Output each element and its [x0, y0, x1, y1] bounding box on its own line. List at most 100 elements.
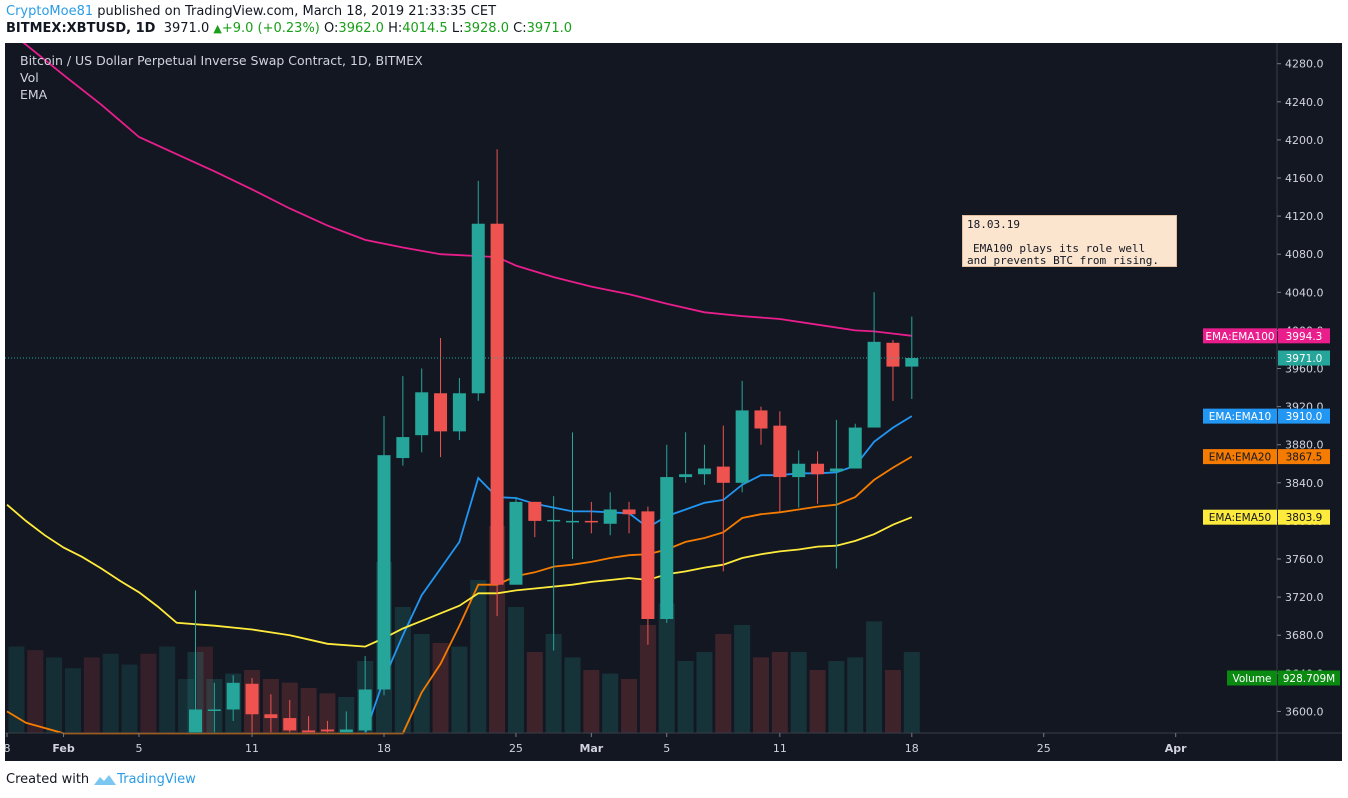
candle-body[interactable]	[754, 410, 768, 429]
ohlc-line: BITMEX:XBTUSD, 1D 3971.0 ▲+9.0 (+0.23%) …	[6, 21, 572, 36]
chart-panel[interactable]: 3600.03640.03680.03720.03760.03800.03840…	[5, 43, 1342, 761]
badge-value-ema10-bg[interactable]	[1278, 408, 1330, 424]
candle-body[interactable]	[792, 463, 806, 478]
close-value: 3971.0	[526, 21, 573, 36]
candle-body[interactable]	[396, 437, 410, 459]
candle-body[interactable]	[302, 730, 316, 733]
volume-bar	[451, 646, 468, 733]
candle-body[interactable]	[207, 709, 221, 711]
tradingview-logo[interactable]: TradingView	[93, 772, 196, 787]
y-tick-label: 4120.0	[1285, 210, 1324, 223]
candle-body[interactable]	[471, 223, 485, 394]
volume-bar	[715, 634, 732, 733]
candle-body[interactable]	[622, 509, 636, 515]
legend-vol[interactable]: Vol	[20, 70, 39, 85]
candle-body[interactable]	[434, 393, 448, 432]
volume-bar	[696, 652, 713, 733]
candle-body[interactable]	[339, 729, 353, 733]
badge-label-ema10-bg[interactable]	[1203, 408, 1277, 424]
x-tick-label: Apr	[1165, 742, 1187, 755]
volume-bar	[27, 650, 44, 733]
candle-body[interactable]	[905, 358, 919, 367]
candle-body[interactable]	[283, 718, 297, 731]
candle-body[interactable]	[377, 455, 391, 690]
legend-ema[interactable]: EMA	[20, 87, 48, 102]
volume-bar	[319, 693, 336, 733]
badge-label-ema20-bg[interactable]	[1203, 449, 1277, 465]
candle-body[interactable]	[189, 709, 202, 733]
author-link[interactable]: CryptoMoe81	[6, 4, 94, 19]
volume-bar	[790, 652, 807, 733]
x-tick-label: Feb	[52, 742, 75, 755]
badge-label-ema20: EMA:EMA20	[1209, 452, 1271, 464]
high-label: H:	[388, 21, 403, 36]
candle-body[interactable]	[415, 392, 429, 436]
volume-bar	[413, 634, 430, 733]
x-tick-label: 25	[509, 742, 523, 755]
badge-volume-label-bg[interactable]	[1227, 670, 1277, 686]
badge-label-ema100-bg[interactable]	[1203, 328, 1277, 344]
ema-line-ema20	[6, 455, 913, 735]
candle-body[interactable]	[547, 519, 561, 522]
candle-body[interactable]	[603, 509, 617, 524]
volume-bar	[884, 670, 901, 733]
candle-body[interactable]	[697, 468, 711, 475]
candle-body[interactable]	[528, 501, 542, 521]
y-tick-label: 4280.0	[1285, 58, 1324, 71]
candle-body[interactable]	[358, 689, 372, 731]
candle-body[interactable]	[509, 501, 523, 585]
candle-body[interactable]	[829, 468, 843, 472]
badge-volume-value: 928.709M	[1283, 673, 1335, 685]
candle-body[interactable]	[735, 410, 749, 483]
badge-label-ema50-bg[interactable]	[1203, 509, 1277, 525]
volume-bar	[140, 653, 157, 733]
high-value: 4014.5	[402, 21, 448, 36]
candle-body[interactable]	[320, 729, 334, 732]
y-tick-label: 4160.0	[1285, 172, 1324, 185]
publish-info: CryptoMoe81 published on TradingView.com…	[6, 4, 496, 19]
candle-body[interactable]	[773, 425, 787, 478]
candle-body[interactable]	[584, 520, 598, 523]
badge-volume-value-bg[interactable]	[1278, 670, 1340, 686]
candle-body[interactable]	[679, 474, 693, 478]
volume-bar	[507, 607, 524, 733]
badge-value-ema100: 3994.3	[1286, 331, 1323, 343]
candle-body[interactable]	[452, 393, 466, 432]
tradingview-brand: TradingView	[117, 772, 196, 787]
volume-bar	[8, 646, 25, 733]
candle-body[interactable]	[716, 466, 730, 483]
badge-value-ema10: 3910.0	[1286, 411, 1323, 423]
open-label: O:	[324, 21, 339, 36]
candle-body[interactable]	[226, 682, 240, 710]
badge-last-price-bg[interactable]	[1278, 350, 1330, 366]
candle-body[interactable]	[811, 463, 825, 475]
y-tick-label: 4080.0	[1285, 248, 1324, 261]
badge-label-ema100: EMA:EMA100	[1205, 331, 1274, 343]
y-tick-label: 3720.0	[1285, 591, 1324, 604]
y-tick-label: 4240.0	[1285, 96, 1324, 109]
candle-body[interactable]	[245, 683, 259, 715]
candle-body[interactable]	[264, 714, 278, 719]
candle-body[interactable]	[490, 223, 504, 585]
volume-bar	[828, 661, 845, 733]
x-tick-label: 25	[1037, 742, 1051, 755]
candle-body[interactable]	[660, 477, 674, 620]
annotation-callout[interactable]: 18.03.19 EMA100 plays its role well and …	[962, 215, 1177, 267]
candle-body[interactable]	[566, 520, 579, 523]
x-tick-label: Mar	[579, 742, 603, 755]
badge-label-ema50: EMA:EMA50	[1209, 512, 1271, 524]
volume-bar	[602, 673, 619, 733]
volume-bar	[564, 657, 581, 733]
badge-value-ema100-bg[interactable]	[1278, 328, 1330, 344]
badge-value-ema50: 3803.9	[1286, 512, 1323, 524]
candle-body[interactable]	[867, 341, 881, 428]
candle-body[interactable]	[848, 427, 862, 469]
candle-body[interactable]	[886, 342, 900, 367]
badge-value-ema50-bg[interactable]	[1278, 509, 1330, 525]
volume-bar	[903, 652, 920, 733]
chart-svg[interactable]: 3600.03640.03680.03720.03760.03800.03840…	[5, 43, 1342, 761]
y-tick-label: 3960.0	[1285, 363, 1324, 376]
badge-value-ema20-bg[interactable]	[1278, 449, 1330, 465]
tradingview-logo-icon	[94, 774, 117, 785]
candle-body[interactable]	[641, 511, 655, 620]
